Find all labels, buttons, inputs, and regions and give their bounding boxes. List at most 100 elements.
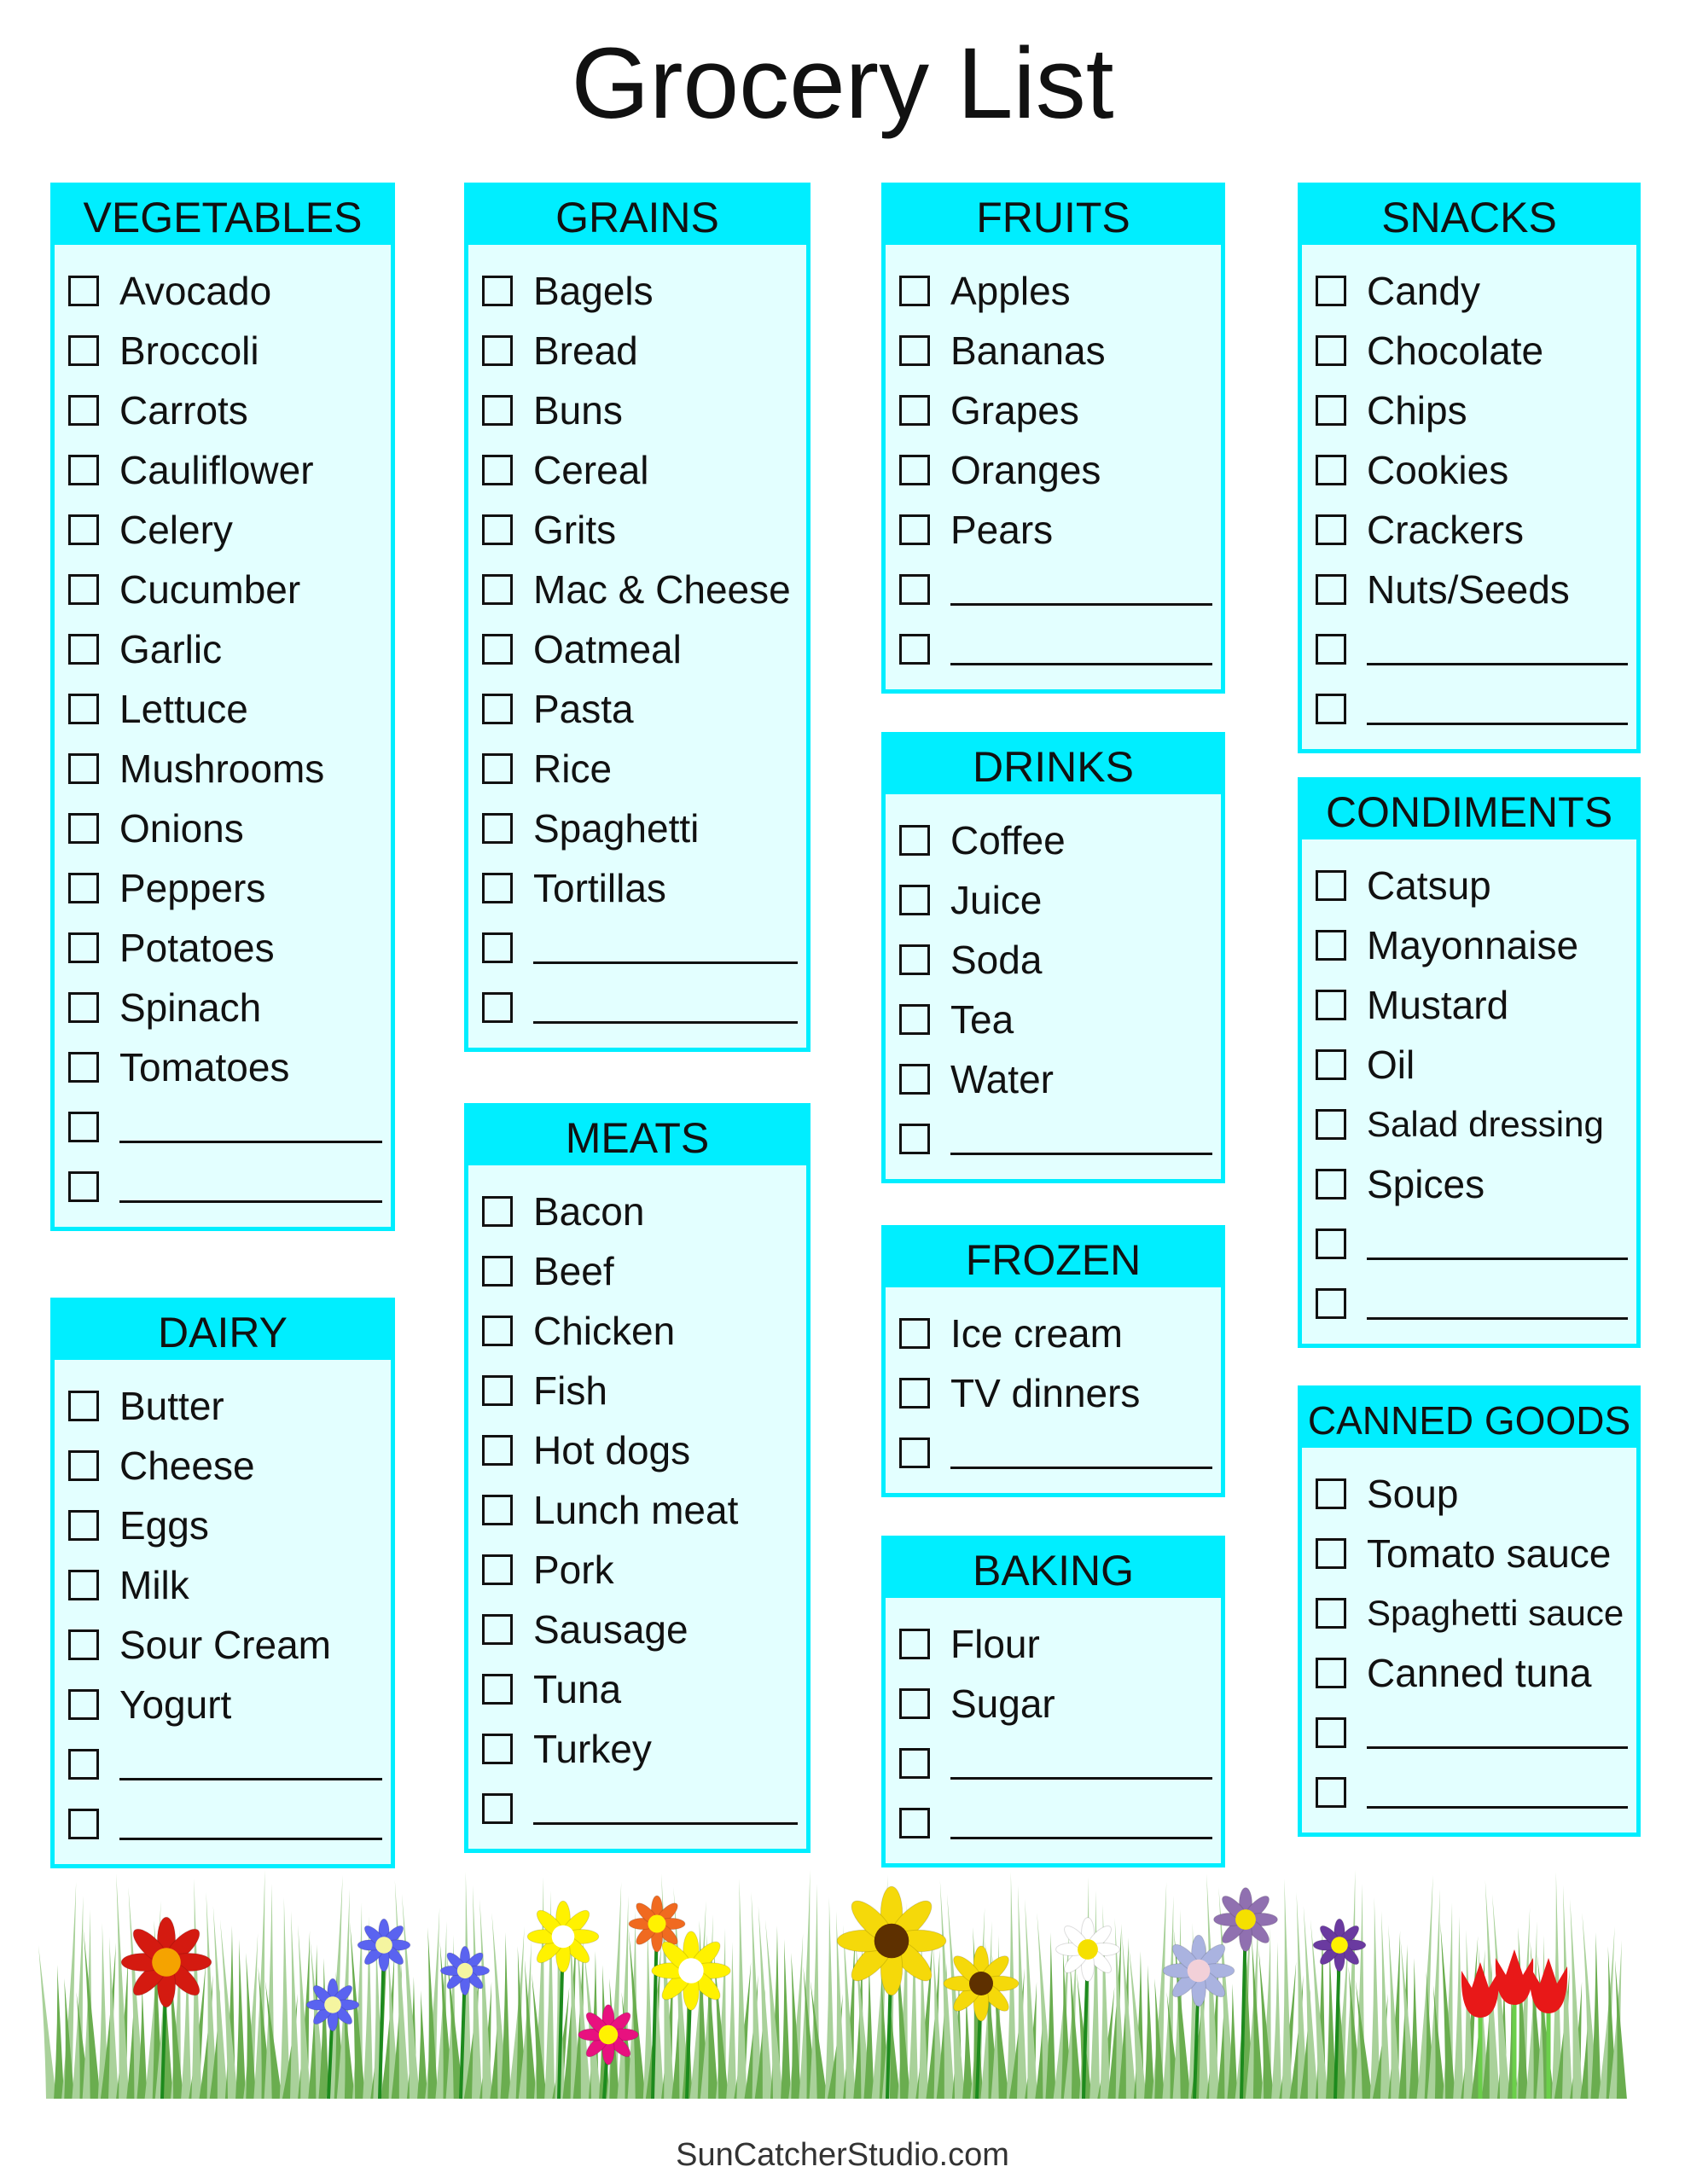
empty-checkbox-icon[interactable]: [899, 1124, 930, 1154]
empty-checkbox-icon[interactable]: [899, 944, 930, 975]
empty-checkbox-icon[interactable]: [482, 873, 513, 903]
write-in-line[interactable]: [1367, 1805, 1628, 1809]
empty-checkbox-icon[interactable]: [1316, 1478, 1346, 1509]
empty-checkbox-icon[interactable]: [1316, 1049, 1346, 1080]
empty-checkbox-icon[interactable]: [68, 1570, 99, 1600]
empty-checkbox-icon[interactable]: [1316, 694, 1346, 724]
empty-checkbox-icon[interactable]: [68, 634, 99, 665]
write-in-line[interactable]: [950, 662, 1212, 665]
empty-checkbox-icon[interactable]: [899, 634, 930, 665]
write-in-line[interactable]: [533, 1821, 798, 1825]
empty-checkbox-icon[interactable]: [482, 753, 513, 784]
empty-checkbox-icon[interactable]: [68, 1510, 99, 1541]
write-in-line[interactable]: [950, 1776, 1212, 1780]
empty-checkbox-icon[interactable]: [899, 455, 930, 485]
write-in-line[interactable]: [533, 1020, 798, 1024]
write-in-line[interactable]: [1367, 1745, 1628, 1749]
empty-checkbox-icon[interactable]: [482, 1614, 513, 1645]
empty-checkbox-icon[interactable]: [482, 634, 513, 665]
empty-checkbox-icon[interactable]: [482, 335, 513, 366]
empty-checkbox-icon[interactable]: [1316, 1228, 1346, 1259]
empty-checkbox-icon[interactable]: [899, 1808, 930, 1838]
empty-checkbox-icon[interactable]: [899, 1748, 930, 1779]
empty-checkbox-icon[interactable]: [68, 1629, 99, 1660]
empty-checkbox-icon[interactable]: [68, 1689, 99, 1720]
empty-checkbox-icon[interactable]: [482, 514, 513, 545]
empty-checkbox-icon[interactable]: [482, 276, 513, 306]
write-in-line[interactable]: [950, 602, 1212, 606]
empty-checkbox-icon[interactable]: [1316, 1717, 1346, 1748]
empty-checkbox-icon[interactable]: [482, 813, 513, 844]
empty-checkbox-icon[interactable]: [899, 1438, 930, 1468]
empty-checkbox-icon[interactable]: [1316, 574, 1346, 605]
empty-checkbox-icon[interactable]: [1316, 276, 1346, 306]
empty-checkbox-icon[interactable]: [1316, 1109, 1346, 1140]
empty-checkbox-icon[interactable]: [1316, 870, 1346, 901]
empty-checkbox-icon[interactable]: [899, 1378, 930, 1409]
empty-checkbox-icon[interactable]: [68, 335, 99, 366]
empty-checkbox-icon[interactable]: [482, 1435, 513, 1466]
empty-checkbox-icon[interactable]: [899, 825, 930, 856]
write-in-line[interactable]: [119, 1140, 382, 1143]
empty-checkbox-icon[interactable]: [482, 1554, 513, 1585]
empty-checkbox-icon[interactable]: [482, 1495, 513, 1525]
empty-checkbox-icon[interactable]: [482, 1793, 513, 1824]
write-in-line[interactable]: [1367, 662, 1628, 665]
empty-checkbox-icon[interactable]: [899, 276, 930, 306]
write-in-line[interactable]: [950, 1466, 1212, 1469]
write-in-line[interactable]: [1367, 1316, 1628, 1320]
empty-checkbox-icon[interactable]: [68, 992, 99, 1023]
empty-checkbox-icon[interactable]: [68, 1171, 99, 1202]
empty-checkbox-icon[interactable]: [1316, 930, 1346, 961]
empty-checkbox-icon[interactable]: [482, 1734, 513, 1764]
empty-checkbox-icon[interactable]: [899, 574, 930, 605]
empty-checkbox-icon[interactable]: [482, 574, 513, 605]
empty-checkbox-icon[interactable]: [68, 1112, 99, 1142]
empty-checkbox-icon[interactable]: [1316, 1169, 1346, 1199]
empty-checkbox-icon[interactable]: [482, 1256, 513, 1287]
empty-checkbox-icon[interactable]: [899, 335, 930, 366]
empty-checkbox-icon[interactable]: [68, 1749, 99, 1780]
empty-checkbox-icon[interactable]: [482, 1375, 513, 1406]
empty-checkbox-icon[interactable]: [482, 992, 513, 1023]
empty-checkbox-icon[interactable]: [482, 395, 513, 426]
empty-checkbox-icon[interactable]: [899, 1004, 930, 1035]
empty-checkbox-icon[interactable]: [68, 1391, 99, 1421]
empty-checkbox-icon[interactable]: [1316, 990, 1346, 1020]
empty-checkbox-icon[interactable]: [1316, 395, 1346, 426]
empty-checkbox-icon[interactable]: [1316, 455, 1346, 485]
empty-checkbox-icon[interactable]: [1316, 1777, 1346, 1808]
empty-checkbox-icon[interactable]: [68, 873, 99, 903]
empty-checkbox-icon[interactable]: [68, 514, 99, 545]
empty-checkbox-icon[interactable]: [482, 1316, 513, 1346]
empty-checkbox-icon[interactable]: [1316, 1538, 1346, 1569]
empty-checkbox-icon[interactable]: [899, 1318, 930, 1349]
empty-checkbox-icon[interactable]: [899, 1064, 930, 1095]
write-in-line[interactable]: [119, 1837, 382, 1840]
empty-checkbox-icon[interactable]: [68, 395, 99, 426]
empty-checkbox-icon[interactable]: [482, 932, 513, 963]
empty-checkbox-icon[interactable]: [899, 395, 930, 426]
empty-checkbox-icon[interactable]: [68, 694, 99, 724]
empty-checkbox-icon[interactable]: [1316, 335, 1346, 366]
empty-checkbox-icon[interactable]: [1316, 1658, 1346, 1688]
empty-checkbox-icon[interactable]: [899, 1629, 930, 1659]
empty-checkbox-icon[interactable]: [482, 1674, 513, 1705]
empty-checkbox-icon[interactable]: [68, 813, 99, 844]
empty-checkbox-icon[interactable]: [1316, 1288, 1346, 1319]
empty-checkbox-icon[interactable]: [1316, 1598, 1346, 1629]
write-in-line[interactable]: [119, 1199, 382, 1203]
empty-checkbox-icon[interactable]: [68, 1052, 99, 1083]
write-in-line[interactable]: [950, 1836, 1212, 1839]
write-in-line[interactable]: [1367, 722, 1628, 725]
empty-checkbox-icon[interactable]: [899, 1688, 930, 1719]
empty-checkbox-icon[interactable]: [68, 276, 99, 306]
empty-checkbox-icon[interactable]: [68, 932, 99, 963]
empty-checkbox-icon[interactable]: [482, 694, 513, 724]
empty-checkbox-icon[interactable]: [68, 574, 99, 605]
empty-checkbox-icon[interactable]: [68, 1450, 99, 1481]
empty-checkbox-icon[interactable]: [68, 1809, 99, 1839]
write-in-line[interactable]: [1367, 1257, 1628, 1260]
empty-checkbox-icon[interactable]: [68, 455, 99, 485]
write-in-line[interactable]: [533, 961, 798, 964]
